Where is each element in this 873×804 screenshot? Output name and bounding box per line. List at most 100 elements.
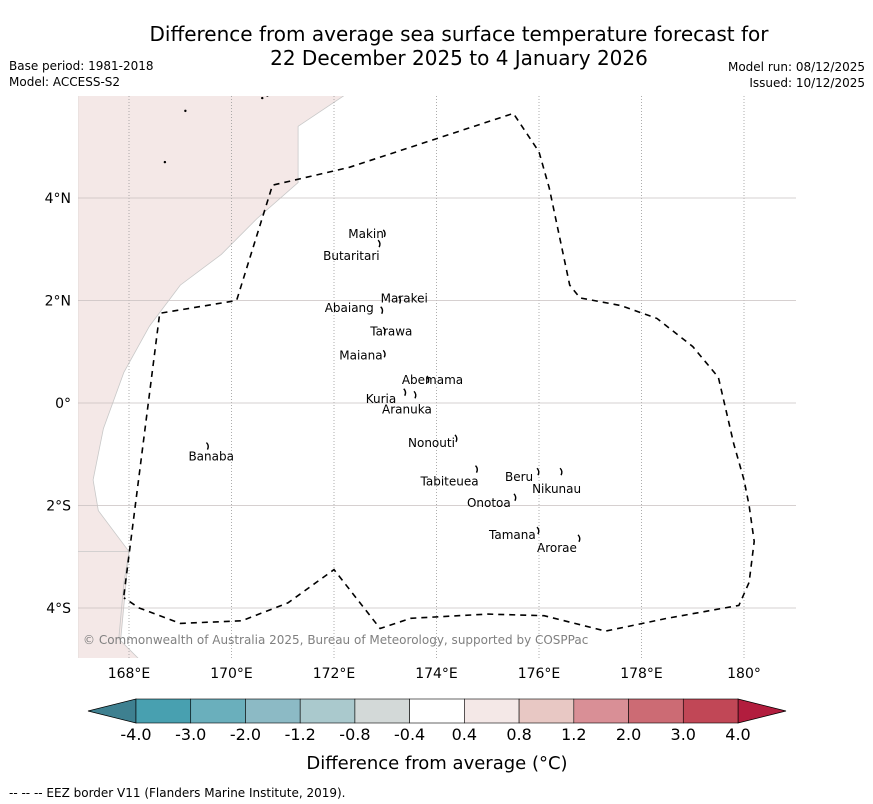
island-makin: Makin (348, 227, 386, 241)
colorbar-tick-label: 4.0 (725, 725, 750, 744)
island-aranuka: Aranuka (382, 390, 432, 416)
island-label: Nonouti (408, 436, 455, 450)
island-label: Arorae (537, 541, 577, 555)
colorbar-tick-label: -3.0 (175, 725, 206, 744)
colorbar-title: Difference from average (°C) (306, 753, 567, 774)
island-banaba: Banaba (188, 442, 234, 464)
island-tamana: Tamana (488, 526, 540, 542)
island-tarawa: Tarawa (369, 324, 412, 338)
island-outline (413, 390, 417, 399)
island-label: Makin (348, 227, 384, 241)
colorbar-segment (245, 698, 301, 724)
island-outline (377, 239, 381, 248)
latitude-tick-label: 0° (55, 396, 71, 412)
islet-marker (266, 96, 269, 97)
latitude-tick-label: 4°S (46, 601, 71, 617)
colorbar-tick-label: 2.0 (616, 725, 641, 744)
island-outline (513, 493, 517, 502)
island-outline (382, 229, 386, 238)
colorbar-tick-label: -4.0 (120, 725, 151, 744)
map-title: Difference from average sea surface temp… (0, 22, 873, 70)
island-outline (426, 375, 430, 384)
island-label: Tabiteuea (420, 475, 479, 489)
island-outline (559, 467, 563, 476)
latitude-tick-label: 4°N (45, 191, 71, 207)
island-label: Nikunau (532, 482, 581, 496)
colorbar-segment (190, 698, 246, 724)
eez-legend-note: -- -- -- EEZ border V11 (Flanders Marine… (9, 786, 346, 800)
colorbar-tick-label: -0.4 (394, 725, 425, 744)
colorbar-segment (135, 698, 192, 724)
latitude-tick-label: 2°S (46, 499, 71, 515)
islet-marker (184, 109, 187, 113)
colorbar-tick-label: 1.2 (561, 725, 586, 744)
island-outline (454, 434, 458, 443)
colorbar-tick-label: 3.0 (671, 725, 696, 744)
colorbar-segment (354, 698, 410, 724)
anomaly-region (78, 96, 345, 658)
islet-marker (261, 96, 264, 100)
island-onotoa: Onotoa (467, 493, 517, 510)
copyright-text: © Commonwealth of Australia 2025, Bureau… (83, 633, 588, 647)
island-kuria: Kuria (366, 388, 407, 406)
title-line-1: Difference from average sea surface temp… (149, 22, 769, 46)
longitude-tick-label: 176°E (518, 666, 561, 682)
longitude-tick-label: 174°E (415, 666, 458, 682)
island-marakei: Marakei (381, 292, 428, 306)
island-outline (536, 526, 540, 535)
latitude-ticks: 4°N 2°N 0° 2°S 4°S (45, 191, 72, 617)
island-label: Kuria (366, 392, 397, 406)
model-run-date: Model run: 08/12/2025 (727, 60, 865, 74)
island-outline (205, 442, 209, 450)
colorbar-tick-label: -1.2 (285, 725, 316, 744)
colorbar-segment (464, 698, 520, 724)
longitude-tick-label: 170°E (210, 666, 253, 682)
island-label: Maiana (339, 348, 382, 362)
metadata-right: Model run: 08/12/2025 Issued: 10/12/2025 (728, 59, 865, 91)
colorbar-tick-label: 0.4 (452, 725, 477, 744)
island-nonouti: Nonouti (408, 434, 458, 450)
island-outline (403, 388, 407, 397)
longitude-tick-label: 178°E (620, 666, 663, 682)
islands: Makin Butaritari Marakei Abaiang Tarawa Maian… (163, 96, 581, 555)
island-butaritari: Butaritari (323, 239, 381, 263)
longitude-tick-label: 172°E (313, 666, 356, 682)
map-area: Makin Butaritari Marakei Abaiang Tarawa Maian… (78, 96, 796, 658)
metadata-left: Base period: 1981-2018 Model: ACCESS-S2 (9, 58, 154, 90)
island-label: Marakei (381, 292, 428, 306)
gridlines (78, 96, 796, 658)
issued-date: Issued: 10/12/2025 (749, 76, 865, 90)
colorbar-tick-label: 0.8 (506, 725, 531, 744)
island-maiana: Maiana (339, 348, 386, 362)
island-outline (382, 349, 386, 358)
island-label: Onotoa (467, 496, 511, 510)
island-abaiang: Abaiang (325, 301, 384, 315)
colorbar-segment (518, 698, 575, 724)
island-label: Aranuka (382, 402, 432, 416)
colorbar: -4.0 -3.0 -2.0 -1.2 -0.8 -0.4 0.4 0.8 1.2 2.0 3.0 4… (87, 698, 787, 774)
title-line-2: 22 December 2025 to 4 January 2026 (270, 46, 648, 70)
colorbar-segment (573, 698, 629, 724)
model-name: Model: ACCESS-S2 (9, 75, 121, 89)
island-outline (474, 465, 478, 473)
island-label: Butaritari (323, 249, 380, 263)
colorbar-segment (299, 698, 356, 724)
eez-border (123, 112, 756, 632)
longitude-tick-label: 168°E (108, 666, 151, 682)
island-abemama: Abemama (402, 373, 463, 387)
colorbar-tick-label: -2.0 (230, 725, 261, 744)
island-outline (577, 534, 581, 543)
colorbar-segment (682, 698, 739, 724)
colorbar-tick-label: -0.8 (339, 725, 370, 744)
island-label: Abaiang (325, 301, 374, 315)
longitude-tick-label: 180° (727, 666, 761, 682)
island-label: Tarawa (369, 324, 412, 338)
base-period: Base period: 1981-2018 (9, 59, 154, 73)
island-outline (398, 296, 402, 304)
island-label: Tamana (488, 528, 536, 542)
island-outline (380, 306, 384, 315)
island-nikunau: Nikunau (532, 467, 581, 496)
island-label: Banaba (188, 450, 234, 464)
island-outline (382, 326, 386, 335)
